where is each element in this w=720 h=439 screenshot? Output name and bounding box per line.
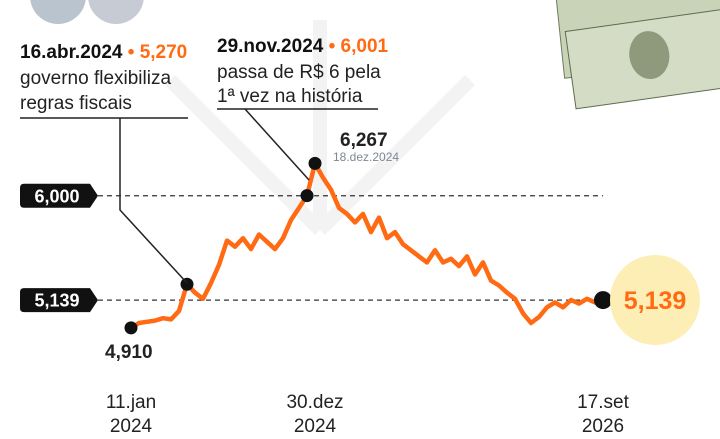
background-rays [165, 20, 475, 235]
x-tick-label: 17.set 2026 [577, 392, 629, 437]
page: {"chart_data": { "type": "line", "catego… [20, 0, 720, 437]
reference-label-box [20, 288, 98, 313]
annotation-text: governo flexibiliza [20, 68, 171, 89]
highlight-dot [300, 189, 314, 203]
reference-label-box [20, 183, 98, 208]
dollar-bills [555, 0, 720, 110]
annotation-1: 16.abr.2024 • 5,270 governo flexibiliza … [20, 42, 188, 284]
last-value: 5,139 [624, 287, 687, 315]
annotation-text: regras fiscais [20, 93, 132, 114]
x-tick-label: 30.dez 2024 [286, 392, 344, 437]
y-tick-label: 5,139 [34, 291, 79, 311]
highlight-dot [308, 156, 322, 170]
svg-text:29.nov.2024 • 6,001: 29.nov.2024 • 6,001 [217, 36, 389, 57]
peak-date: 18.dez.2024 [333, 150, 399, 164]
annotation-text: 1ª vez na história [217, 86, 363, 107]
annotation-date: 29.nov.2024 [217, 36, 324, 57]
start-value: 4,910 [105, 342, 153, 363]
annotation-text: passa de R$ 6 pela [217, 62, 381, 83]
svg-text:16.abr.2024 • 5,270: 16.abr.2024 • 5,270 [20, 42, 187, 63]
y-tick-label: 6,000 [34, 186, 79, 206]
annotation-2: 29.nov.2024 • 6,001 passa de R$ 6 pela 1… [217, 36, 389, 181]
annotation-date: 16.abr.2024 [20, 42, 123, 63]
highlight-dot [180, 277, 194, 291]
series-line [128, 161, 606, 331]
last-value-bubble [610, 255, 700, 345]
leader-line [119, 118, 188, 284]
leader-line [244, 108, 310, 181]
portrait-photos [30, 0, 144, 24]
highlight-dot [124, 321, 138, 335]
chart: 6,000 5,139 16.abr.2024 • 5,270 governo f… [20, 0, 720, 363]
annotation-value: 5,270 [140, 42, 188, 63]
x-tick-label: 11.jan 2024 [105, 392, 157, 437]
highlight-dot [594, 291, 612, 310]
peak-value: 6,267 [340, 130, 388, 151]
separator: • [128, 42, 135, 63]
separator: • [329, 36, 336, 57]
annotation-value: 6,001 [341, 36, 389, 57]
